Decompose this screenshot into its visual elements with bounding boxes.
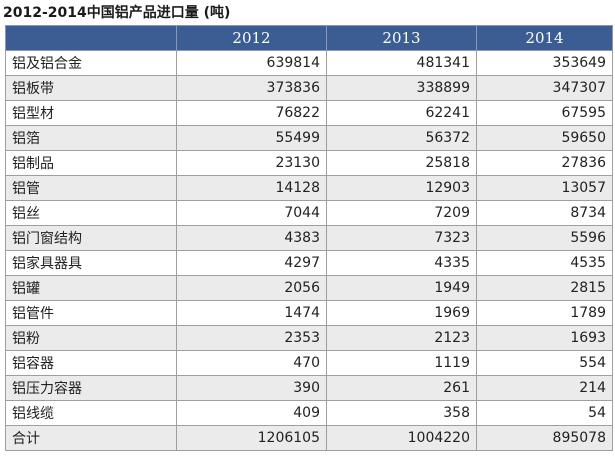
product-name-cell: 铝压力容器 (5, 375, 177, 401)
product-name-cell: 铝丝 (5, 200, 177, 226)
value-cell: 13057 (476, 175, 613, 201)
table-row: 铝管 14128 12903 13057 (5, 175, 613, 201)
table-row: 铝丝 7044 7209 8734 (5, 200, 613, 226)
product-name-cell: 铝门窗结构 (5, 225, 177, 251)
product-name-cell: 铝箔 (5, 125, 177, 151)
table-row: 铝压力容器 390 261 214 (5, 375, 613, 401)
table-body: 铝及铝合金 639814 481341 353649 铝板带 373836 338899 34… (5, 50, 613, 451)
product-name-cell: 铝粉 (5, 325, 177, 351)
value-cell: 1474 (176, 300, 327, 326)
value-cell: 347307 (476, 75, 613, 101)
value-cell: 25818 (326, 150, 477, 176)
value-cell: 55499 (176, 125, 327, 151)
value-cell: 214 (476, 375, 613, 401)
value-cell: 1789 (476, 300, 613, 326)
header-cell-year-2013: 2013 (326, 25, 477, 51)
header-cell-year-2012: 2012 (176, 25, 327, 51)
value-cell: 481341 (326, 50, 477, 76)
table-row: 铝粉 2353 2123 1693 (5, 325, 613, 351)
value-cell: 27836 (476, 150, 613, 176)
header-cell-year-2014: 2014 (476, 25, 613, 51)
value-cell: 54 (476, 400, 613, 426)
product-name-cell: 合计 (5, 425, 177, 451)
value-cell: 5596 (476, 225, 613, 251)
table-row: 合计 1206105 1004220 895078 (5, 425, 613, 451)
value-cell: 4383 (176, 225, 327, 251)
value-cell: 1119 (326, 350, 477, 376)
value-cell: 7044 (176, 200, 327, 226)
value-cell: 12903 (326, 175, 477, 201)
value-cell: 8734 (476, 200, 613, 226)
value-cell: 76822 (176, 100, 327, 126)
value-cell: 338899 (326, 75, 477, 101)
table-row: 铝容器 470 1119 554 (5, 350, 613, 376)
product-name-cell: 铝家具器具 (5, 250, 177, 276)
value-cell: 353649 (476, 50, 613, 76)
value-cell: 1206105 (176, 425, 327, 451)
value-cell: 67595 (476, 100, 613, 126)
table-row: 铝家具器具 4297 4335 4535 (5, 250, 613, 276)
product-name-cell: 铝管件 (5, 300, 177, 326)
value-cell: 895078 (476, 425, 613, 451)
product-name-cell: 铝型材 (5, 100, 177, 126)
table-row: 铝及铝合金 639814 481341 353649 (5, 50, 613, 76)
page-title: 2012-2014中国铝产品进口量 (吨) (3, 5, 231, 21)
table-row: 铝型材 76822 62241 67595 (5, 100, 613, 126)
table-row: 铝制品 23130 25818 27836 (5, 150, 613, 176)
table-row: 铝管件 1474 1969 1789 (5, 300, 613, 326)
value-cell: 373836 (176, 75, 327, 101)
table-row: 铝箔 55499 56372 59650 (5, 125, 613, 151)
product-name-cell: 铝制品 (5, 150, 177, 176)
value-cell: 1969 (326, 300, 477, 326)
product-name-cell: 铝线缆 (5, 400, 177, 426)
value-cell: 59650 (476, 125, 613, 151)
value-cell: 409 (176, 400, 327, 426)
header-cell-product (5, 25, 177, 51)
value-cell: 470 (176, 350, 327, 376)
product-name-cell: 铝及铝合金 (5, 50, 177, 76)
table-row: 铝罐 2056 1949 2815 (5, 275, 613, 301)
value-cell: 4535 (476, 250, 613, 276)
value-cell: 1949 (326, 275, 477, 301)
value-cell: 7209 (326, 200, 477, 226)
table-row: 铝门窗结构 4383 7323 5596 (5, 225, 613, 251)
value-cell: 2815 (476, 275, 613, 301)
value-cell: 1693 (476, 325, 613, 351)
value-cell: 2056 (176, 275, 327, 301)
header-row: 2012 2013 2014 (5, 25, 613, 51)
value-cell: 390 (176, 375, 327, 401)
value-cell: 639814 (176, 50, 327, 76)
import-volume-table: 2012 2013 2014 铝及铝合金 639814 481341 353649 铝板… (5, 25, 613, 451)
value-cell: 7323 (326, 225, 477, 251)
product-name-cell: 铝罐 (5, 275, 177, 301)
value-cell: 4335 (326, 250, 477, 276)
value-cell: 4297 (176, 250, 327, 276)
product-name-cell: 铝板带 (5, 75, 177, 101)
value-cell: 554 (476, 350, 613, 376)
value-cell: 62241 (326, 100, 477, 126)
table-row: 铝板带 373836 338899 347307 (5, 75, 613, 101)
value-cell: 14128 (176, 175, 327, 201)
value-cell: 23130 (176, 150, 327, 176)
value-cell: 261 (326, 375, 477, 401)
value-cell: 1004220 (326, 425, 477, 451)
value-cell: 358 (326, 400, 477, 426)
value-cell: 56372 (326, 125, 477, 151)
value-cell: 2353 (176, 325, 327, 351)
value-cell: 2123 (326, 325, 477, 351)
product-name-cell: 铝管 (5, 175, 177, 201)
product-name-cell: 铝容器 (5, 350, 177, 376)
table-row: 铝线缆 409 358 54 (5, 400, 613, 426)
